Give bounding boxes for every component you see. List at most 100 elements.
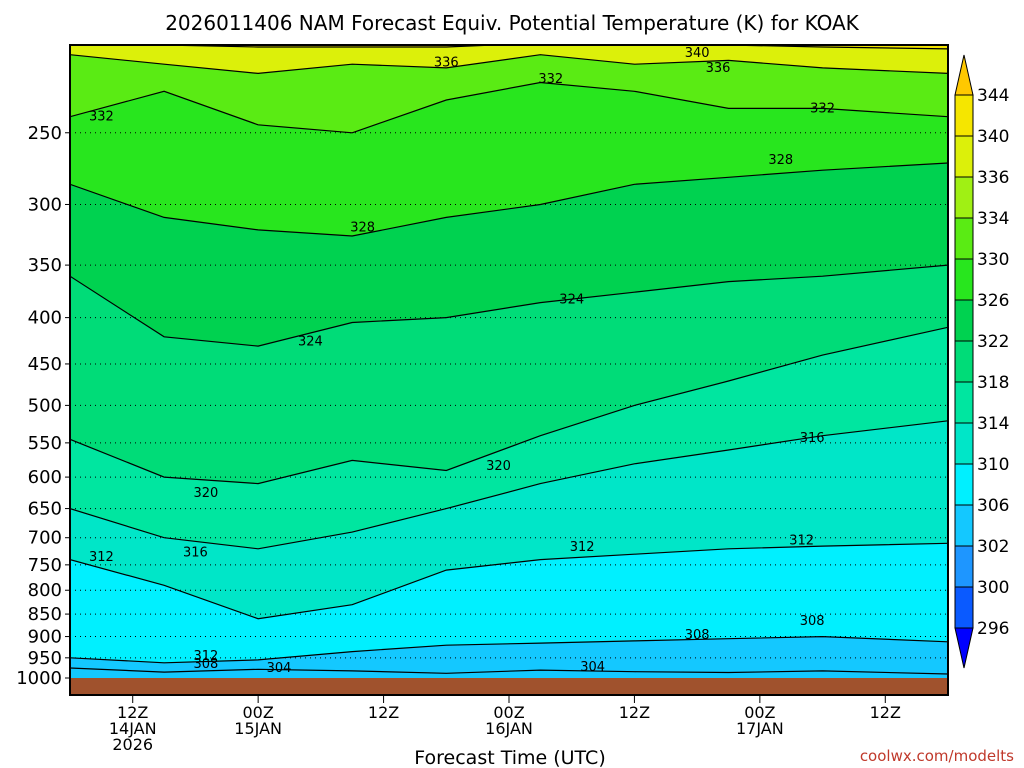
- x-tick-label: 00Z: [744, 703, 775, 722]
- contour-label-320: 320: [193, 486, 218, 501]
- colorbar-label: 336: [977, 168, 1009, 188]
- band-308: [70, 543, 948, 663]
- colorbar-label: 334: [977, 209, 1009, 229]
- contour-328: [70, 162, 948, 237]
- contour-label-316: 316: [800, 431, 825, 446]
- colorbar-segment: [954, 299, 974, 342]
- y-tick-label: 350: [28, 255, 62, 276]
- colorbar: 296 300 302 306 310 314 318 322 326 330 334 336 340 3…: [954, 54, 1009, 669]
- contour-308: [70, 635, 948, 664]
- y-tick-label: 650: [28, 499, 62, 520]
- colorbar-label: 322: [977, 332, 1009, 352]
- contour-336: [70, 54, 948, 75]
- x-tick-label: 12Z: [870, 703, 901, 722]
- colorbar-label: 314: [977, 414, 1009, 434]
- contour-label-336: 336: [706, 61, 731, 76]
- band-328: [70, 82, 948, 236]
- colorbar-segment: [954, 545, 974, 588]
- band-336: [70, 45, 948, 74]
- colorbar-label: 310: [977, 455, 1009, 475]
- y-tick-label: 450: [28, 354, 62, 375]
- x-tick-label: 2026: [112, 735, 153, 754]
- contour-label-308: 308: [685, 628, 710, 643]
- contour-label-304: 304: [580, 660, 605, 675]
- contour-label-328: 328: [768, 153, 793, 168]
- contour-label-340: 340: [685, 46, 710, 61]
- x-tick-label: 00Z: [242, 703, 273, 722]
- contour-label-308: 308: [193, 657, 218, 672]
- colorbar-label: 344: [977, 86, 1009, 106]
- band-316: [70, 327, 948, 549]
- y-tick-label: 1000: [16, 668, 62, 689]
- colorbar-segment: [954, 504, 974, 547]
- y-tick-label: 500: [28, 395, 62, 416]
- band-304: [70, 636, 948, 674]
- colorbar-segment: [954, 258, 974, 301]
- contour-label-312: 312: [789, 534, 814, 549]
- ground-surface: [70, 678, 948, 695]
- contour-label-312: 312: [89, 550, 114, 565]
- contour-label-332: 332: [810, 101, 835, 116]
- x-tick-label: 16JAN: [485, 719, 533, 738]
- y-tick-label: 850: [28, 604, 62, 625]
- y-axis: 2503003504004505005506006507007508008509…: [16, 123, 70, 689]
- colorbar-label: 306: [977, 496, 1009, 516]
- x-tick-label: 17JAN: [736, 719, 784, 738]
- contour-label-332: 332: [89, 110, 114, 125]
- credit-text: coolwx.com/modelts: [860, 747, 1014, 765]
- x-tick-label: 12Z: [117, 703, 148, 722]
- colorbar-label: 300: [977, 578, 1009, 598]
- colorbar-label: 340: [977, 127, 1009, 147]
- colorbar-segment: [954, 135, 974, 178]
- colorbar-segment: [954, 586, 974, 629]
- band-320: [70, 265, 948, 484]
- colorbar-segment: [954, 340, 974, 383]
- colorbar-segment: [954, 217, 974, 260]
- colorbar-segment: [954, 94, 974, 137]
- colorbar-label: 302: [977, 537, 1009, 557]
- colorbar-segment: [954, 463, 974, 506]
- contour-label-336: 336: [434, 55, 459, 70]
- colorbar-segment: [954, 422, 974, 465]
- y-tick-label: 750: [28, 555, 62, 576]
- contour-320: [70, 326, 948, 485]
- contour-304: [70, 667, 948, 675]
- contour-label-332: 332: [538, 72, 563, 87]
- y-tick-label: 300: [28, 194, 62, 215]
- colorbar-segment: [954, 381, 974, 424]
- chart-title: 2026011406 NAM Forecast Equiv. Potential…: [165, 11, 859, 35]
- contour-label-320: 320: [486, 459, 511, 474]
- colorbar-label: 330: [977, 250, 1009, 270]
- contour-label-324: 324: [559, 293, 584, 308]
- contour-label-312: 312: [193, 649, 218, 664]
- colorbar-high-arrow: [954, 54, 974, 96]
- colorbar-label: 326: [977, 291, 1009, 311]
- y-tick-label: 550: [28, 433, 62, 454]
- x-tick-label: 12Z: [368, 703, 399, 722]
- y-tick-label: 950: [28, 648, 62, 669]
- band-324: [70, 163, 948, 347]
- x-tick-label: 15JAN: [234, 719, 282, 738]
- colorbar-label: 318: [977, 373, 1009, 393]
- y-tick-label: 800: [28, 580, 62, 601]
- y-tick-label: 700: [28, 528, 62, 549]
- colorbar-segment: [954, 176, 974, 219]
- contour-label-312: 312: [570, 540, 595, 555]
- contour-312: [70, 542, 948, 620]
- contour-label-304: 304: [267, 661, 292, 676]
- colorbar-label: 296: [977, 619, 1009, 639]
- contour-label-308: 308: [800, 614, 825, 629]
- contour-332: [70, 81, 948, 134]
- contour-label-316: 316: [183, 546, 208, 561]
- y-tick-label: 600: [28, 467, 62, 488]
- contour-lines: [70, 45, 948, 675]
- x-tick-label: 12Z: [619, 703, 650, 722]
- contour-324: [70, 264, 948, 347]
- contour-label-328: 328: [350, 220, 375, 235]
- y-tick-label: 900: [28, 627, 62, 648]
- contour-label-324: 324: [298, 334, 323, 349]
- x-tick-label: 00Z: [493, 703, 524, 722]
